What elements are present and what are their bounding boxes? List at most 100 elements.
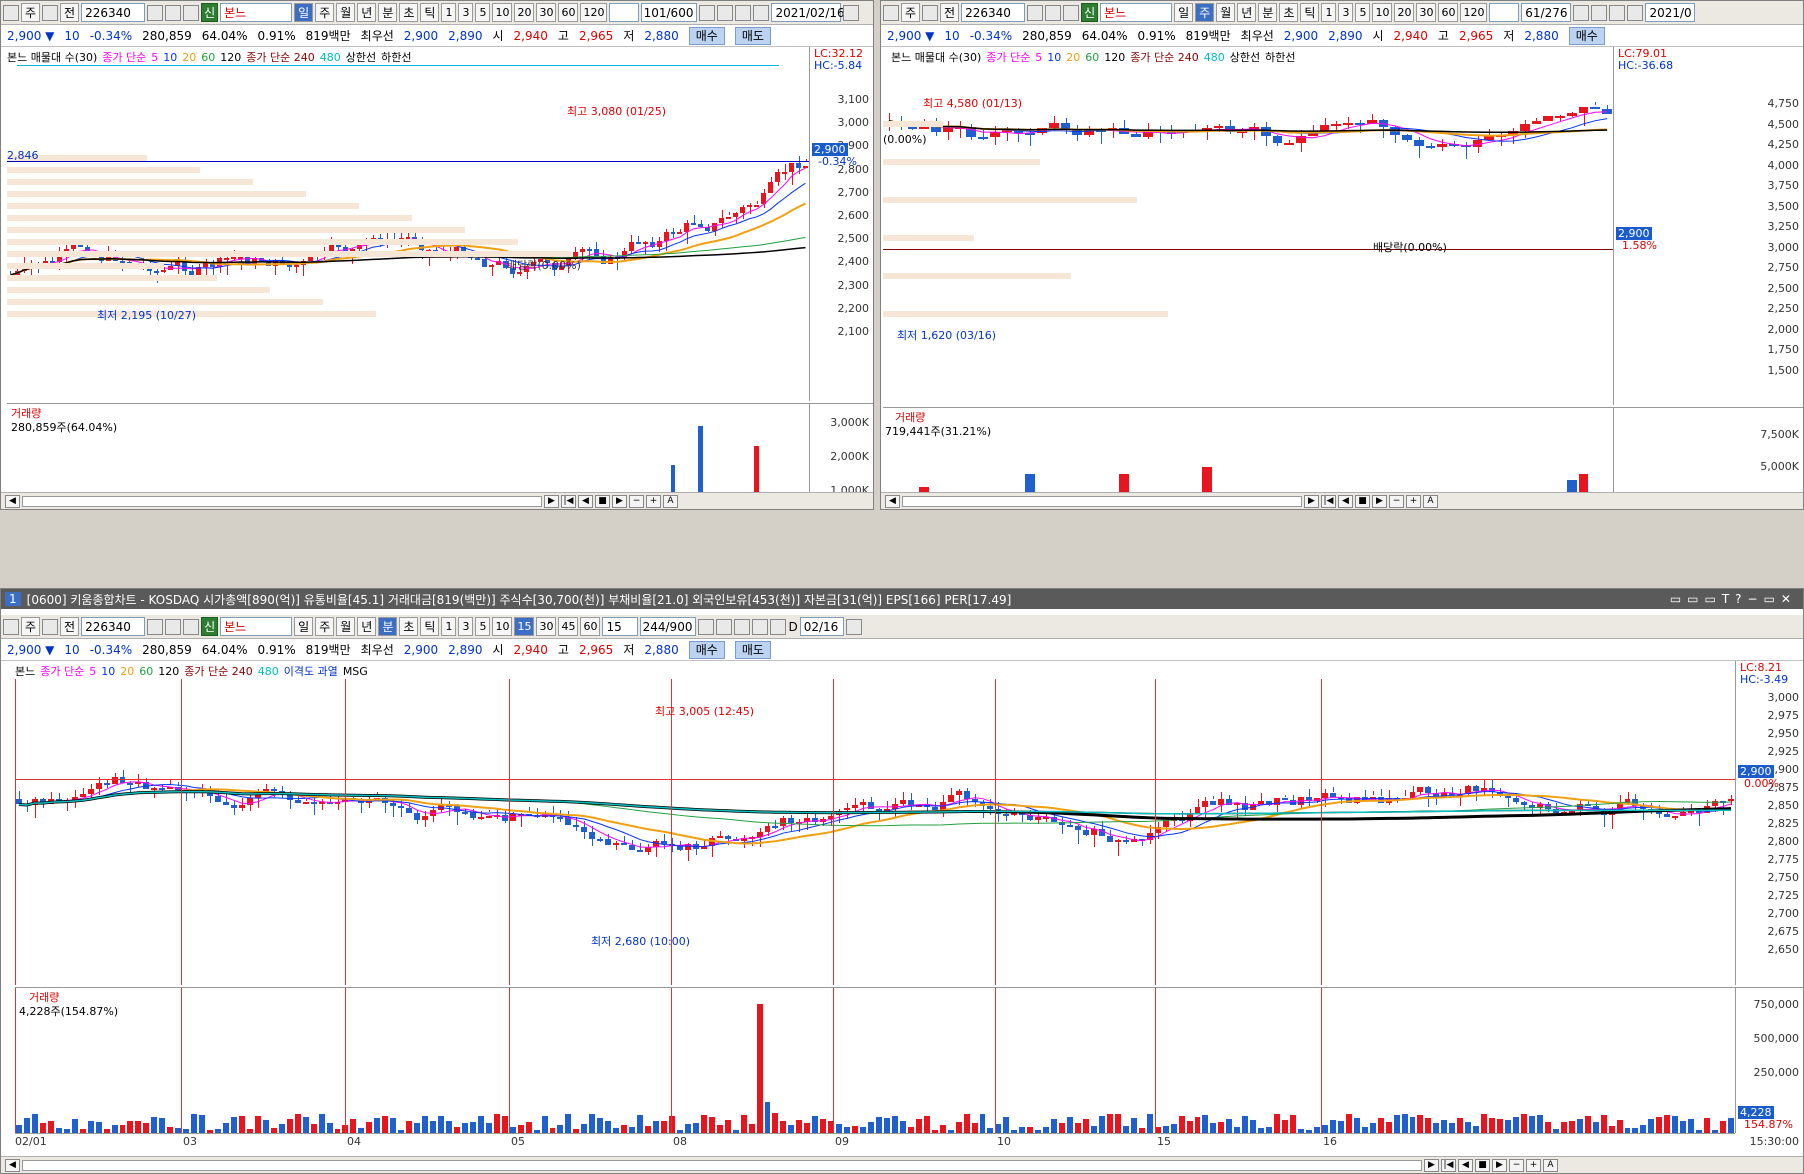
- interval-60[interactable]: 60: [558, 3, 579, 22]
- interval-5[interactable]: 5: [475, 3, 491, 22]
- date-field[interactable]: 2021/0: [1645, 3, 1696, 22]
- scroll-track[interactable]: [22, 495, 542, 507]
- period-day[interactable]: 일: [294, 617, 314, 636]
- scroll-right-icon[interactable]: ▶: [544, 494, 559, 508]
- window-icon[interactable]: [3, 4, 19, 21]
- scroll-right-icon[interactable]: ▶: [1424, 1158, 1439, 1172]
- save-icon[interactable]: [1609, 4, 1626, 21]
- gear-icon[interactable]: [752, 618, 769, 635]
- stop-icon[interactable]: ■: [595, 494, 610, 508]
- stock-name-field[interactable]: 본느: [220, 3, 293, 22]
- period-month[interactable]: 월: [336, 617, 356, 636]
- search-icon[interactable]: [147, 4, 164, 21]
- volume-panel[interactable]: [7, 403, 809, 509]
- count-field[interactable]: 244/900: [640, 617, 697, 636]
- interval-15[interactable]: 15: [514, 617, 535, 636]
- font-icon[interactable]: A: [1423, 494, 1438, 508]
- stop-icon[interactable]: ■: [1355, 494, 1370, 508]
- zoom-in-icon[interactable]: +: [1526, 1158, 1541, 1172]
- save-icon[interactable]: [735, 4, 752, 21]
- period-second[interactable]: 초: [399, 3, 419, 22]
- interval-1[interactable]: 1: [1321, 3, 1337, 22]
- first-icon[interactable]: |◀: [1321, 494, 1336, 508]
- stock-code-input[interactable]: 226340: [81, 3, 146, 22]
- scroll-left-icon[interactable]: ◀: [5, 1158, 20, 1172]
- period-tick[interactable]: 틱: [1300, 3, 1320, 22]
- interval-input[interactable]: 15: [602, 617, 639, 636]
- count-field[interactable]: 61/276: [1521, 3, 1572, 22]
- interval-5[interactable]: 5: [475, 617, 491, 636]
- buy-button[interactable]: 매수: [688, 26, 725, 45]
- chart-type-icon[interactable]: [1573, 4, 1590, 21]
- buy-button[interactable]: 매수: [688, 640, 725, 659]
- period-day[interactable]: 일: [294, 3, 314, 22]
- stop-icon[interactable]: ■: [1475, 1158, 1490, 1172]
- checkbox-icon[interactable]: [717, 4, 734, 21]
- chart-type-icon[interactable]: [698, 618, 715, 635]
- sound-icon[interactable]: [1045, 4, 1062, 21]
- price-panel[interactable]: 최고 4,580 (01/13) 최저 1,620 (03/16) (0.00%) 배…: [883, 65, 1613, 405]
- sound-icon[interactable]: [165, 4, 182, 21]
- interval-3[interactable]: 3: [458, 3, 474, 22]
- sell-button[interactable]: 매도: [734, 640, 771, 659]
- chart-type-icon[interactable]: [699, 4, 716, 21]
- grid-icon[interactable]: [42, 4, 59, 21]
- sell-button[interactable]: 매도: [734, 26, 771, 45]
- scroll-left-icon[interactable]: ◀: [885, 494, 900, 508]
- stock-code-input[interactable]: 226340: [961, 3, 1026, 22]
- scrollbar[interactable]: ◀ ▶ |◀ ◀ ■ ▶ − + A: [881, 492, 1803, 509]
- save-icon[interactable]: [734, 618, 751, 635]
- zoom-out-icon[interactable]: −: [1509, 1158, 1524, 1172]
- period-minute[interactable]: 분: [378, 3, 398, 22]
- period-second[interactable]: 초: [1279, 3, 1299, 22]
- interval-60[interactable]: 60: [1438, 3, 1459, 22]
- interval-3[interactable]: 3: [458, 617, 474, 636]
- period-week[interactable]: 주: [315, 617, 335, 636]
- period-second[interactable]: 초: [399, 617, 419, 636]
- scroll-track[interactable]: [902, 495, 1302, 507]
- prev-icon[interactable]: ◀: [1338, 494, 1353, 508]
- period-minute[interactable]: 분: [378, 617, 398, 636]
- next-icon[interactable]: ▶: [1372, 494, 1387, 508]
- gear-icon[interactable]: [753, 4, 770, 21]
- stock-name-field[interactable]: 본느: [1100, 3, 1173, 22]
- sound-icon[interactable]: [165, 618, 182, 635]
- date-field[interactable]: 02/16: [799, 617, 844, 636]
- window-icon[interactable]: [3, 618, 19, 635]
- interval-1[interactable]: 1: [441, 617, 457, 636]
- period-year[interactable]: 년: [357, 617, 377, 636]
- period-week[interactable]: 주: [1195, 3, 1215, 22]
- interval-10[interactable]: 10: [492, 617, 513, 636]
- window-icon[interactable]: [883, 4, 899, 21]
- stock-code-input[interactable]: 226340: [81, 617, 146, 636]
- interval-30[interactable]: 30: [536, 617, 557, 636]
- period-tick[interactable]: 틱: [420, 617, 440, 636]
- interval-10[interactable]: 10: [492, 3, 513, 22]
- grid-icon[interactable]: [42, 618, 59, 635]
- period-year[interactable]: 년: [357, 3, 377, 22]
- period-tick[interactable]: 틱: [420, 3, 440, 22]
- chevron-down-icon[interactable]: [183, 4, 200, 21]
- prev-toggle[interactable]: 전: [60, 617, 80, 636]
- zoom-in-icon[interactable]: +: [646, 494, 661, 508]
- zoom-out-icon[interactable]: −: [1389, 494, 1404, 508]
- checkbox-icon[interactable]: [716, 618, 733, 635]
- interval-20[interactable]: 20: [1394, 3, 1415, 22]
- calendar-icon[interactable]: [845, 618, 862, 635]
- count-field[interactable]: 101/600: [641, 3, 698, 22]
- interval-3[interactable]: 3: [1338, 3, 1354, 22]
- chevron-down-icon[interactable]: [1063, 4, 1080, 21]
- price-panel[interactable]: 최고 3,080 (01/25) 최저 2,195 (10/27) 배당락(0.00…: [7, 65, 809, 401]
- period-minute[interactable]: 분: [1258, 3, 1278, 22]
- interval-30[interactable]: 30: [536, 3, 557, 22]
- interval-input[interactable]: [1489, 3, 1520, 22]
- first-icon[interactable]: |◀: [1441, 1158, 1456, 1172]
- first-icon[interactable]: |◀: [561, 494, 576, 508]
- interval-45[interactable]: 45: [558, 617, 579, 636]
- market-toggle[interactable]: 주: [901, 3, 921, 22]
- market-toggle[interactable]: 주: [21, 617, 41, 636]
- gear-icon[interactable]: [1627, 4, 1644, 21]
- zoom-out-icon[interactable]: −: [629, 494, 644, 508]
- next-icon[interactable]: ▶: [612, 494, 627, 508]
- interval-5[interactable]: 5: [1355, 3, 1371, 22]
